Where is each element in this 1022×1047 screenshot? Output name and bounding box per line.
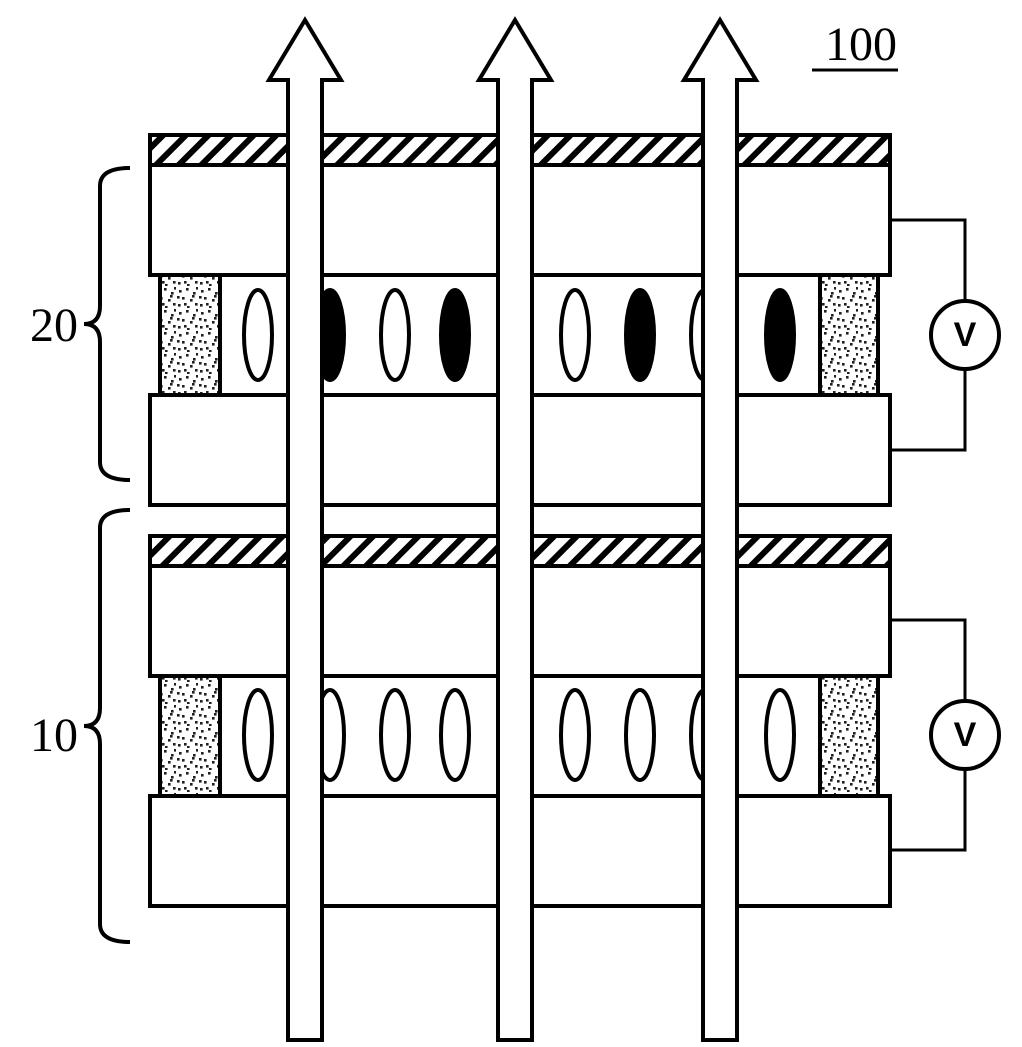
- bracket: [84, 510, 130, 942]
- upper-cell-upper-substrate: [150, 165, 288, 275]
- lower-cell-lower-substrate: [322, 796, 498, 906]
- upper-cell-lower-substrate: [150, 395, 288, 505]
- upper-cell-sealant-left: [160, 275, 220, 395]
- upper-cell-sealant-right: [820, 275, 878, 395]
- upper-cell-polarizer: [532, 135, 703, 165]
- lower-cell-polarizer: [532, 536, 703, 566]
- lower-cell-upper-substrate: [150, 566, 288, 676]
- lower-cell-polarizer: [322, 536, 498, 566]
- figure-number-label: 100: [825, 18, 897, 71]
- upper-cell-lower-substrate: [322, 395, 498, 505]
- upper-cell-polarizer: [322, 135, 498, 165]
- upper-cell-lc-molecule: [561, 290, 589, 380]
- lower-cell-polarizer: [737, 536, 890, 566]
- lower-cell-upper-substrate: [322, 566, 498, 676]
- voltage-source-label: V: [954, 716, 977, 754]
- voltage-wire-bot: [890, 369, 965, 450]
- lower-cell-lower-substrate: [532, 796, 703, 906]
- voltage-wire-bot: [890, 769, 965, 850]
- upper-cell-lower-substrate: [532, 395, 703, 505]
- lower-cell-lower-substrate: [150, 796, 288, 906]
- lower-cell-lc-molecule: [626, 690, 654, 780]
- upper-cell-dye-molecule: [441, 290, 469, 380]
- lower-cell-lc-molecule: [561, 690, 589, 780]
- lower-cell-polarizer: [150, 536, 288, 566]
- lower-cell-upper-substrate: [532, 566, 703, 676]
- upper-cell-polarizer: [737, 135, 890, 165]
- bracket: [84, 168, 130, 480]
- upper-cell-upper-substrate: [532, 165, 703, 275]
- lower-cell-sealant-right: [820, 676, 878, 796]
- upper-cell-lc-molecule: [381, 290, 409, 380]
- lower-cell-upper-substrate: [737, 566, 890, 676]
- voltage-wire-top: [890, 220, 965, 301]
- lower-cell-lower-substrate: [737, 796, 890, 906]
- upper-cell-dye-molecule: [626, 290, 654, 380]
- upper-cell-polarizer: [150, 135, 288, 165]
- voltage-wire-top: [890, 620, 965, 701]
- lower-cell-sealant-left: [160, 676, 220, 796]
- upper-cell-lc-molecule: [244, 290, 272, 380]
- upper-cell-upper-substrate: [322, 165, 498, 275]
- lower-cell-lc-molecule: [381, 690, 409, 780]
- voltage-source-label: V: [954, 316, 977, 354]
- upper-cell-lower-substrate: [737, 395, 890, 505]
- bracket-label: 20: [30, 299, 78, 352]
- upper-cell-dye-molecule: [766, 290, 794, 380]
- lower-cell-lc-molecule: [441, 690, 469, 780]
- lower-cell-lc-molecule: [244, 690, 272, 780]
- bracket-label: 10: [30, 709, 78, 762]
- upper-cell-upper-substrate: [737, 165, 890, 275]
- lower-cell-lc-molecule: [766, 690, 794, 780]
